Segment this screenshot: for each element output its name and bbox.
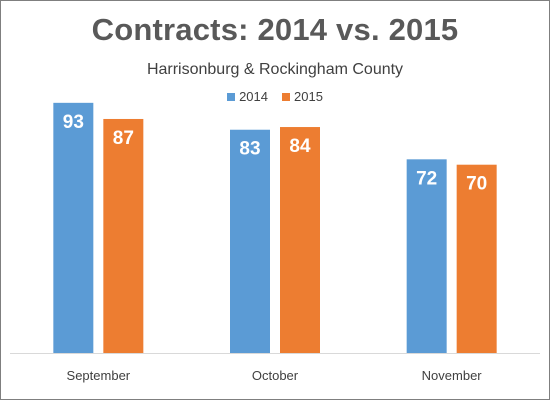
bar-2014-october (230, 129, 270, 353)
legend-label-2015: 2015 (294, 89, 323, 104)
legend-item-2014: 2014 (227, 89, 268, 104)
legend-item-2015: 2015 (282, 89, 323, 104)
bar-2015-october (280, 127, 320, 353)
x-tick-label-november: November (422, 368, 483, 383)
chart-legend: 2014 2015 (0, 89, 550, 104)
bar-2015-november (456, 164, 497, 353)
x-tick-label-october: October (252, 368, 299, 383)
chart-title: Contracts: 2014 vs. 2015 (91, 12, 459, 47)
x-tick-label-september: September (67, 368, 131, 383)
data-label-2015-october: 84 (289, 136, 311, 157)
data-label-2014-october: 83 (239, 139, 260, 160)
bar-2014-september (53, 102, 94, 353)
data-label-2014-september: 93 (63, 112, 84, 133)
data-label-2014-november: 72 (416, 168, 437, 189)
bar-2015-september (103, 118, 144, 353)
legend-swatch-2014 (227, 92, 236, 101)
legend-label-2014: 2014 (239, 89, 268, 104)
bar-2014-november (406, 159, 447, 353)
legend-swatch-2015 (282, 92, 290, 101)
data-label-2015-november: 70 (466, 174, 487, 195)
chart-subtitle: Harrisonburg & Rockingham County (146, 61, 404, 78)
data-label-2015-september: 87 (113, 128, 134, 149)
